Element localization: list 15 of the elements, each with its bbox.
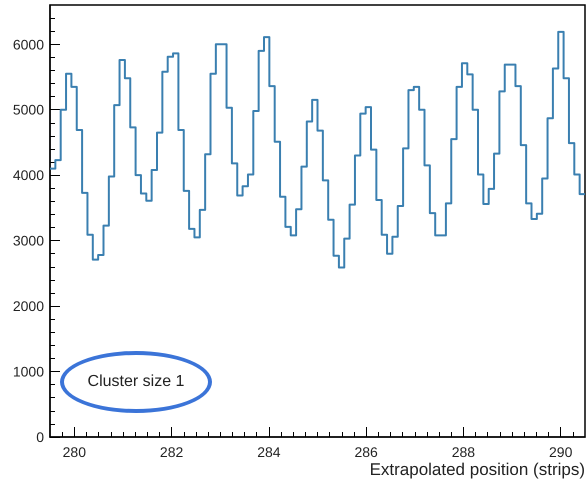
- y-tick-label: 5000: [12, 102, 44, 118]
- x-tick-label: 286: [354, 444, 378, 460]
- y-tick-label: 6000: [12, 36, 44, 52]
- x-tick-label: 288: [452, 444, 476, 460]
- y-tick-label: 4000: [12, 167, 44, 184]
- x-axis-title: Extrapolated position (strips): [370, 460, 585, 479]
- oval-outline: Cluster size 1: [60, 351, 212, 413]
- y-tick-label: 3000: [12, 232, 44, 249]
- x-tick-label: 290: [549, 444, 573, 460]
- x-tick-label: 282: [160, 444, 184, 460]
- x-tick-label: 284: [257, 444, 281, 460]
- y-tick-label: 0: [36, 429, 44, 445]
- y-tick-label: 1000: [12, 364, 44, 380]
- x-tick-label: 280: [62, 444, 86, 460]
- y-tick-label: 2000: [12, 298, 44, 314]
